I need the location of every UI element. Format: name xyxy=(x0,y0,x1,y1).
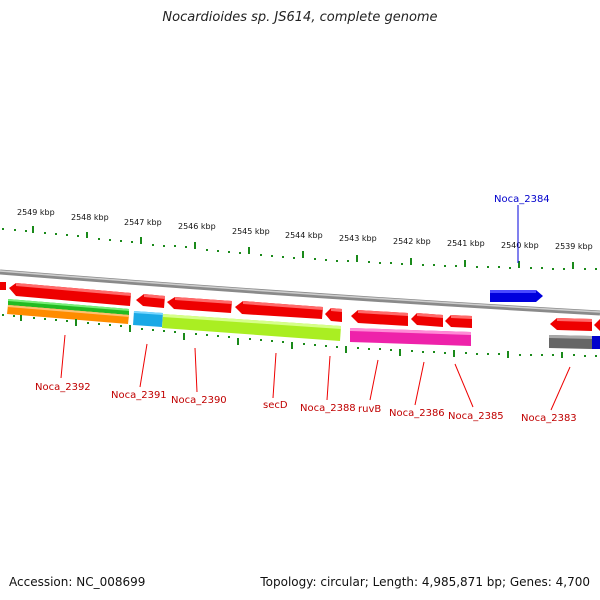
scale-label: 2539 kbp xyxy=(555,242,593,251)
reverse-gene-noca-2386[interactable] xyxy=(411,313,443,327)
accession-text: Accession: NC_008699 xyxy=(9,575,146,589)
reverse-gene-noca-2383[interactable] xyxy=(550,318,592,331)
reverse-gene-noca-2392[interactable] xyxy=(9,283,131,306)
gene-label-noca-2392[interactable]: Noca_2392 xyxy=(35,382,91,393)
forward-gene-noca-2384[interactable] xyxy=(490,290,543,302)
reverse-gene-noca-2390[interactable] xyxy=(167,297,232,313)
reverse-gene-ruvB[interactable] xyxy=(351,310,408,326)
gene-label-noca-2386[interactable]: Noca_2386 xyxy=(389,408,445,419)
upper-tick-track xyxy=(2,226,597,270)
gene-label-noca-2385[interactable]: Noca_2385 xyxy=(448,411,504,422)
scale-labels: 2549 kbp 2548 kbp 2547 kbp 2546 kbp 2545… xyxy=(17,208,593,251)
scale-label: 2549 kbp xyxy=(17,208,55,217)
scale-label: 2546 kbp xyxy=(178,222,216,231)
gene-label-secD[interactable]: secD xyxy=(263,400,288,411)
gene-label-ruvB[interactable]: ruvB xyxy=(358,404,381,415)
scale-label: 2541 kbp xyxy=(447,239,485,248)
gene-label-noca-2390[interactable]: Noca_2390 xyxy=(171,395,227,406)
gene-label-noca-2391[interactable]: Noca_2391 xyxy=(111,390,167,401)
gene-label-noca-2388[interactable]: Noca_2388 xyxy=(300,403,356,414)
scale-label: 2547 kbp xyxy=(124,218,162,227)
reverse-gene-noca-2385[interactable] xyxy=(445,315,472,328)
reverse-gene-secD[interactable] xyxy=(235,301,323,319)
scale-label: 2542 kbp xyxy=(393,237,431,246)
label-leaders xyxy=(60,205,571,411)
gene-label-noca-2383[interactable]: Noca_2383 xyxy=(521,413,577,424)
gene-labels: Noca_2392 Noca_2391 Noca_2390 secD Noca_… xyxy=(35,194,577,424)
gene-label-noca-2384[interactable]: Noca_2384 xyxy=(494,194,550,205)
scale-label: 2548 kbp xyxy=(71,213,109,222)
annotation-bar xyxy=(162,314,341,341)
scale-label: 2543 kbp xyxy=(339,234,377,243)
annotation-bar xyxy=(133,311,163,327)
annotation-bars xyxy=(7,299,600,349)
reverse-genes xyxy=(0,282,600,331)
scale-label: 2540 kbp xyxy=(501,241,539,250)
genome-backbone xyxy=(0,269,600,316)
reverse-gene-noca-2388[interactable] xyxy=(325,308,342,322)
scale-label: 2545 kbp xyxy=(232,227,270,236)
lower-tick-track xyxy=(2,314,597,358)
annotation-bar xyxy=(7,305,129,324)
reverse-gene-noca-2391[interactable] xyxy=(136,294,165,308)
topology-text: Topology: circular; Length: 4,985,871 bp… xyxy=(260,575,590,589)
map-title: Nocardioides sp. JS614, complete genome xyxy=(162,10,438,25)
annotation-bar xyxy=(592,336,600,349)
scale-label: 2544 kbp xyxy=(285,231,323,240)
reverse-gene[interactable] xyxy=(0,282,6,290)
reverse-gene[interactable] xyxy=(594,319,600,331)
